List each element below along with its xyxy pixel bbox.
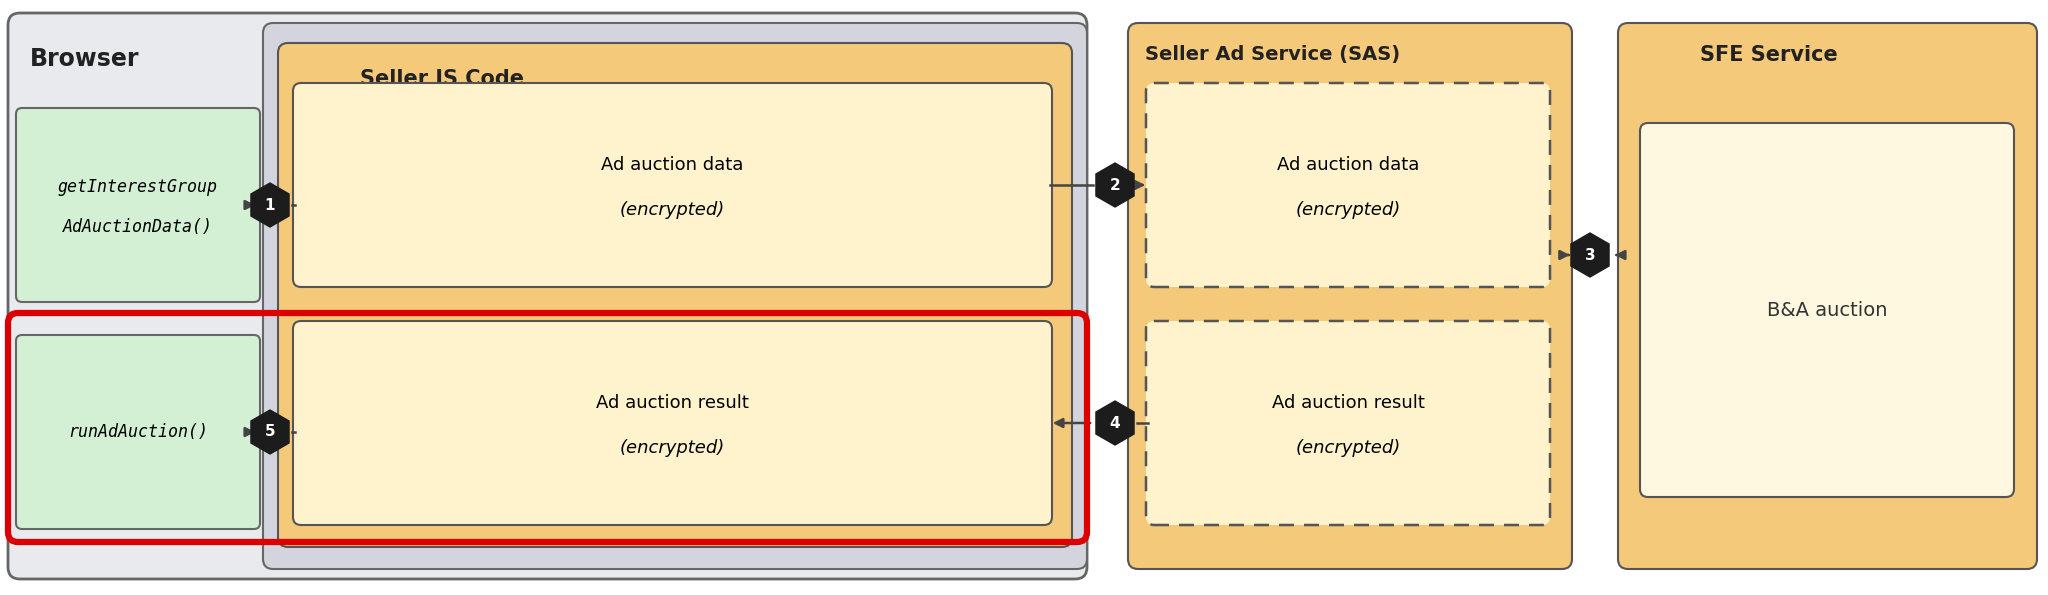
FancyBboxPatch shape (293, 321, 1053, 525)
Text: (encrypted): (encrypted) (618, 201, 725, 219)
Text: getInterestGroup: getInterestGroup (57, 178, 217, 196)
Text: Ad auction data: Ad auction data (600, 156, 743, 174)
Polygon shape (1571, 233, 1610, 277)
Text: SFE Service: SFE Service (1700, 45, 1837, 65)
Text: (encrypted): (encrypted) (1296, 439, 1401, 457)
Text: 5: 5 (264, 424, 274, 440)
Text: (encrypted): (encrypted) (1296, 201, 1401, 219)
Text: 4: 4 (1110, 415, 1120, 431)
Text: 2: 2 (1110, 177, 1120, 193)
Text: Publisher page: Publisher page (389, 45, 535, 64)
FancyBboxPatch shape (1147, 83, 1550, 287)
Text: Browser: Browser (31, 47, 139, 71)
FancyBboxPatch shape (279, 43, 1071, 547)
FancyBboxPatch shape (1147, 321, 1550, 525)
Text: B&A auction: B&A auction (1767, 300, 1888, 320)
FancyBboxPatch shape (1128, 23, 1573, 569)
Text: 1: 1 (264, 198, 274, 212)
FancyBboxPatch shape (8, 13, 1087, 579)
FancyBboxPatch shape (16, 335, 260, 529)
FancyBboxPatch shape (1640, 123, 2013, 497)
FancyBboxPatch shape (1618, 23, 2038, 569)
Text: Seller Ad Service (SAS): Seller Ad Service (SAS) (1145, 45, 1401, 64)
FancyBboxPatch shape (293, 83, 1053, 287)
Text: AdAuctionData(): AdAuctionData() (63, 218, 213, 236)
Text: Ad auction result: Ad auction result (596, 394, 748, 412)
Polygon shape (252, 183, 289, 227)
FancyBboxPatch shape (16, 108, 260, 302)
Polygon shape (1096, 401, 1135, 445)
Text: 3: 3 (1585, 248, 1595, 262)
Text: runAdAuction(): runAdAuction() (68, 423, 209, 441)
Text: Ad auction data: Ad auction data (1276, 156, 1419, 174)
FancyBboxPatch shape (262, 23, 1087, 569)
Text: (encrypted): (encrypted) (618, 439, 725, 457)
Text: Seller JS Code: Seller JS Code (360, 69, 524, 89)
Text: Ad auction result: Ad auction result (1272, 394, 1425, 412)
Polygon shape (1096, 163, 1135, 207)
Polygon shape (252, 410, 289, 454)
